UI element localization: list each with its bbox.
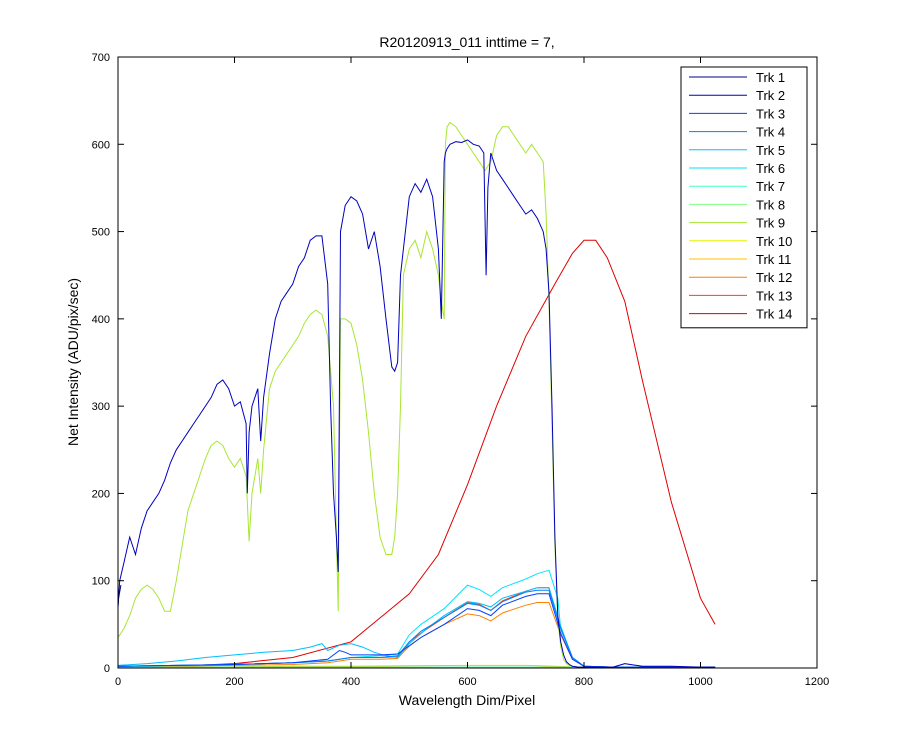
legend-label: Trk 2	[756, 88, 785, 103]
y-tick-label: 700	[92, 52, 110, 64]
legend-box	[680, 66, 808, 329]
x-tick-label: 200	[225, 676, 243, 688]
y-tick-label: 400	[92, 314, 110, 326]
chart-title: R20120913_011 inttime = 7,	[379, 34, 554, 50]
x-tick-label: 800	[575, 676, 593, 688]
legend-label: Trk 9	[756, 216, 785, 231]
y-tick-label: 100	[92, 576, 110, 588]
legend-label: Trk 6	[756, 161, 785, 176]
x-tick-label: 1200	[805, 676, 829, 688]
legend-label: Trk 8	[756, 197, 785, 212]
series-line-trk-2	[117, 139, 716, 668]
x-axis-label: Wavelength Dim/Pixel	[399, 692, 535, 708]
y-tick-label: 200	[92, 488, 110, 500]
series-line-trk-9	[117, 121, 716, 668]
ticks-layer: 0 200 400 600 800 1000 1200 0 100 200 300 400 500 600…	[92, 52, 830, 688]
x-tick-label: 600	[458, 676, 476, 688]
y-tick-label: 0	[104, 663, 110, 675]
legend-label: Trk 3	[756, 106, 785, 121]
series-line-trk-3	[117, 593, 716, 668]
legend-label: Trk 5	[756, 143, 785, 158]
legend-label: Trk 12	[756, 270, 792, 285]
series-layer	[117, 121, 716, 669]
x-tick-label: 0	[115, 676, 121, 688]
legend-label: Trk 7	[756, 179, 785, 194]
x-tick-label: 400	[342, 676, 360, 688]
y-tick-label: 300	[92, 401, 110, 413]
y-axis-label: Net Intensity (ADU/pix/sec)	[65, 278, 81, 446]
legend: Trk 1 Trk 2 Trk 3 Trk 4 Trk 5 Trk 6 Trk 7 Trk 8…	[680, 66, 808, 329]
y-tick-label: 500	[92, 227, 110, 239]
series-line-trk-5	[117, 587, 716, 668]
legend-label: Trk 10	[756, 234, 792, 249]
x-tick-label: 1000	[688, 676, 712, 688]
legend-label: Trk 14	[756, 307, 792, 322]
y-tick-label: 600	[92, 139, 110, 151]
series-line-trk-4	[117, 589, 716, 668]
series-line-trk-14	[117, 239, 716, 668]
legend-label: Trk 1	[756, 70, 785, 85]
legend-label: Trk 11	[756, 252, 791, 267]
legend-label: Trk 4	[756, 125, 785, 140]
legend-label: Trk 13	[756, 288, 792, 303]
series-line-trk-12	[117, 602, 716, 668]
